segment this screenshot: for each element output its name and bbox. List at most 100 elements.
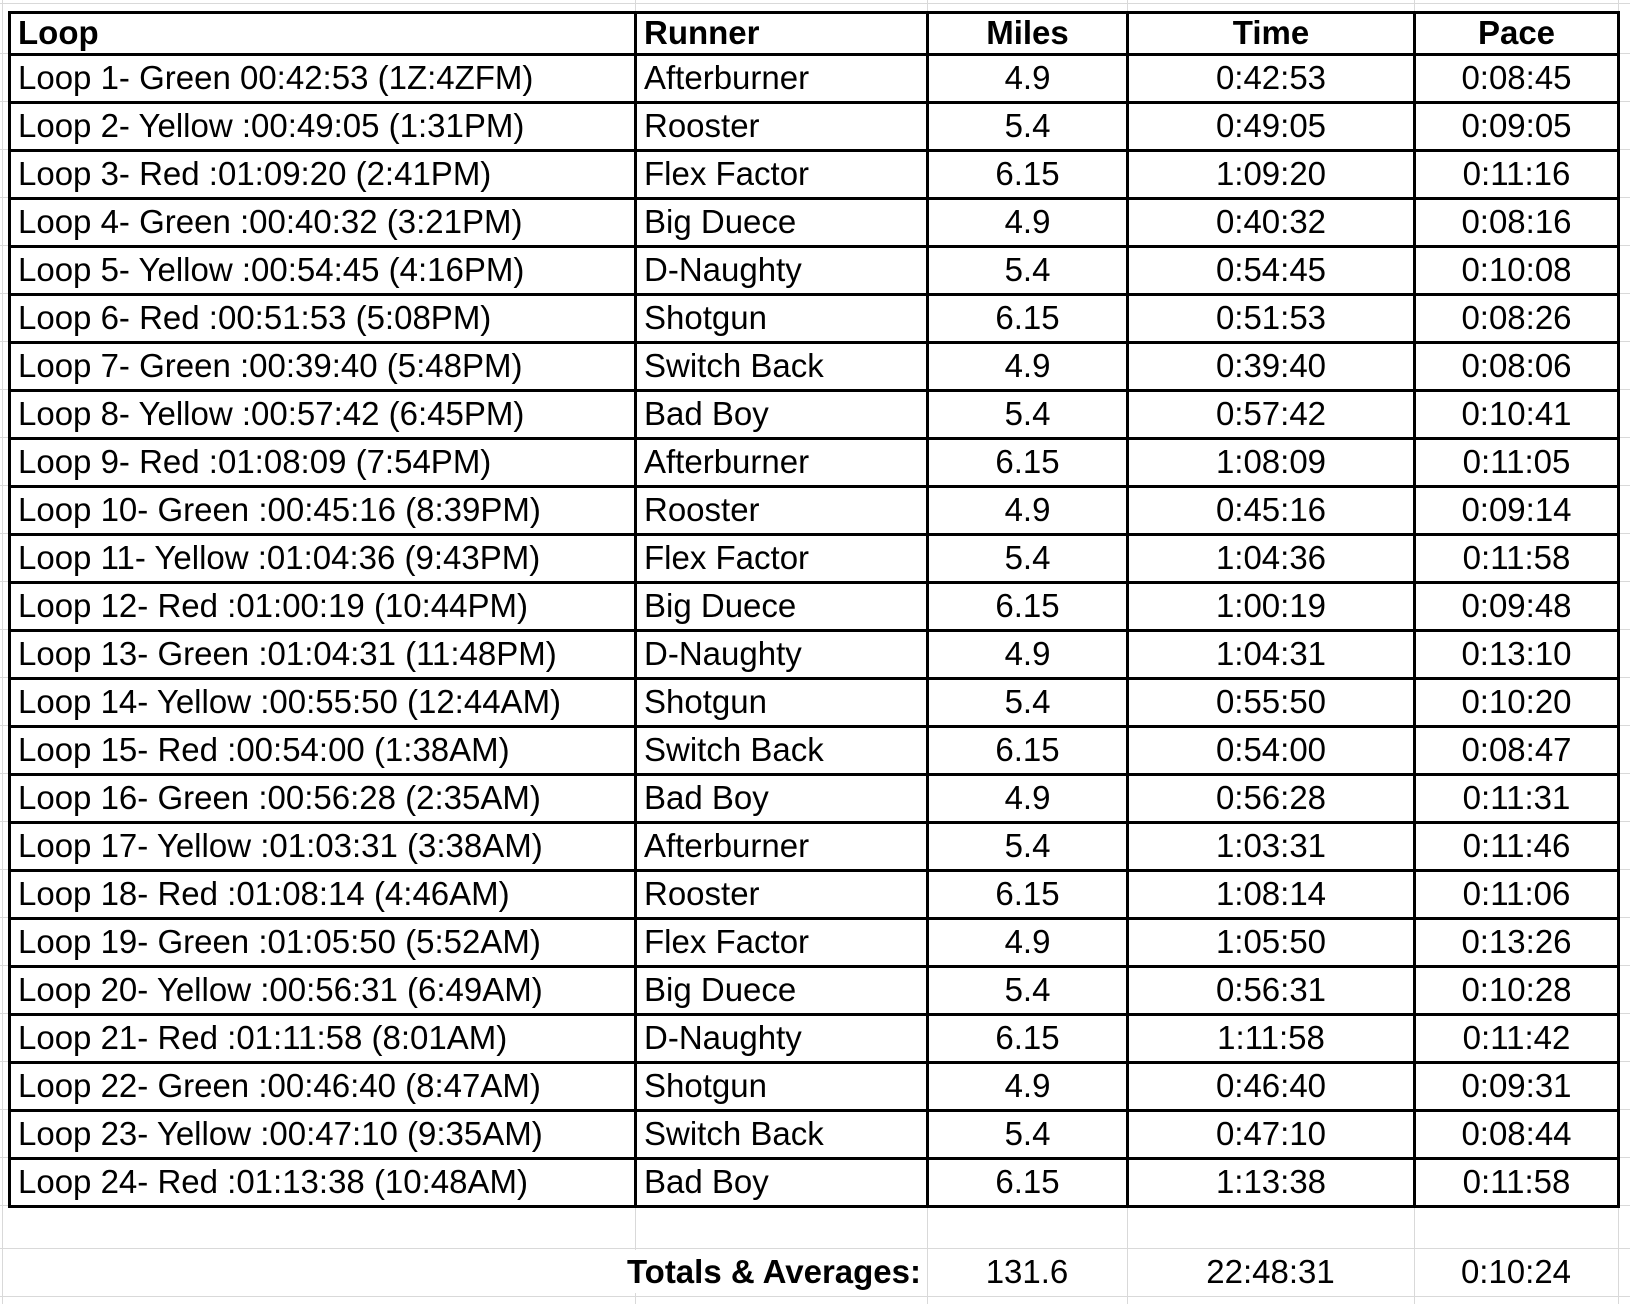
- pace-cell[interactable]: 0:11:46: [1413, 821, 1620, 872]
- miles-cell[interactable]: 6.15: [926, 581, 1129, 632]
- pace-cell[interactable]: 0:10:41: [1413, 389, 1620, 440]
- runner-cell[interactable]: Switch Back: [634, 341, 929, 392]
- time-cell[interactable]: 0:42:53: [1126, 53, 1416, 104]
- runner-cell[interactable]: Shotgun: [634, 293, 929, 344]
- runner-cell[interactable]: Shotgun: [634, 677, 929, 728]
- column-header-runner[interactable]: Runner: [634, 11, 929, 56]
- pace-cell[interactable]: 0:08:44: [1413, 1109, 1620, 1160]
- loop-cell[interactable]: Loop 9- Red :01:08:09 (7:54PM): [8, 437, 637, 488]
- miles-cell[interactable]: 5.4: [926, 533, 1129, 584]
- time-cell[interactable]: 1:00:19: [1126, 581, 1416, 632]
- runner-cell[interactable]: Rooster: [634, 485, 929, 536]
- miles-cell[interactable]: 6.15: [926, 437, 1129, 488]
- pace-cell[interactable]: 0:08:45: [1413, 53, 1620, 104]
- miles-cell[interactable]: 4.9: [926, 53, 1129, 104]
- time-cell[interactable]: 1:05:50: [1126, 917, 1416, 968]
- runner-cell[interactable]: D-Naughty: [634, 245, 929, 296]
- runner-cell[interactable]: Big Duece: [634, 581, 929, 632]
- loop-cell[interactable]: Loop 3- Red :01:09:20 (2:41PM): [8, 149, 637, 200]
- miles-cell[interactable]: 6.15: [926, 869, 1129, 920]
- pace-cell[interactable]: 0:11:16: [1413, 149, 1620, 200]
- pace-cell[interactable]: 0:09:14: [1413, 485, 1620, 536]
- loop-cell[interactable]: Loop 15- Red :00:54:00 (1:38AM): [8, 725, 637, 776]
- time-cell[interactable]: 0:46:40: [1126, 1061, 1416, 1112]
- miles-cell[interactable]: 5.4: [926, 965, 1129, 1016]
- loop-cell[interactable]: Loop 21- Red :01:11:58 (8:01AM): [8, 1013, 637, 1064]
- miles-cell[interactable]: 6.15: [926, 1013, 1129, 1064]
- miles-cell[interactable]: 4.9: [926, 773, 1129, 824]
- miles-cell[interactable]: 6.15: [926, 1157, 1129, 1208]
- pace-cell[interactable]: 0:08:06: [1413, 341, 1620, 392]
- runner-cell[interactable]: Switch Back: [634, 1109, 929, 1160]
- time-cell[interactable]: 1:11:58: [1126, 1013, 1416, 1064]
- runner-cell[interactable]: Shotgun: [634, 1061, 929, 1112]
- loop-cell[interactable]: Loop 13- Green :01:04:31 (11:48PM): [8, 629, 637, 680]
- pace-cell[interactable]: 0:13:10: [1413, 629, 1620, 680]
- time-cell[interactable]: 0:49:05: [1126, 101, 1416, 152]
- time-cell[interactable]: 0:39:40: [1126, 341, 1416, 392]
- loop-cell[interactable]: Loop 4- Green :00:40:32 (3:21PM): [8, 197, 637, 248]
- miles-cell[interactable]: 4.9: [926, 917, 1129, 968]
- pace-cell[interactable]: 0:08:47: [1413, 725, 1620, 776]
- time-cell[interactable]: 0:57:42: [1126, 389, 1416, 440]
- pace-cell[interactable]: 0:11:58: [1413, 533, 1620, 584]
- runner-cell[interactable]: Afterburner: [634, 437, 929, 488]
- loop-cell[interactable]: Loop 14- Yellow :00:55:50 (12:44AM): [8, 677, 637, 728]
- miles-cell[interactable]: 5.4: [926, 389, 1129, 440]
- time-cell[interactable]: 1:09:20: [1126, 149, 1416, 200]
- miles-cell[interactable]: 4.9: [926, 1061, 1129, 1112]
- time-cell[interactable]: 0:51:53: [1126, 293, 1416, 344]
- runner-cell[interactable]: Flex Factor: [634, 917, 929, 968]
- totals-pace-cell[interactable]: 0:10:24: [1460, 1253, 1572, 1290]
- runner-cell[interactable]: Big Duece: [634, 965, 929, 1016]
- pace-cell[interactable]: 0:11:06: [1413, 869, 1620, 920]
- miles-cell[interactable]: 5.4: [926, 821, 1129, 872]
- miles-cell[interactable]: 6.15: [926, 149, 1129, 200]
- runner-cell[interactable]: Bad Boy: [634, 389, 929, 440]
- runner-cell[interactable]: Rooster: [634, 101, 929, 152]
- pace-cell[interactable]: 0:11:42: [1413, 1013, 1620, 1064]
- pace-cell[interactable]: 0:10:28: [1413, 965, 1620, 1016]
- runner-cell[interactable]: Bad Boy: [634, 773, 929, 824]
- loop-cell[interactable]: Loop 11- Yellow :01:04:36 (9:43PM): [8, 533, 637, 584]
- time-cell[interactable]: 0:56:28: [1126, 773, 1416, 824]
- pace-cell[interactable]: 0:11:58: [1413, 1157, 1620, 1208]
- column-header-pace[interactable]: Pace: [1413, 11, 1620, 56]
- runner-cell[interactable]: Flex Factor: [634, 533, 929, 584]
- pace-cell[interactable]: 0:09:48: [1413, 581, 1620, 632]
- runner-cell[interactable]: Flex Factor: [634, 149, 929, 200]
- miles-cell[interactable]: 4.9: [926, 485, 1129, 536]
- loop-cell[interactable]: Loop 6- Red :00:51:53 (5:08PM): [8, 293, 637, 344]
- pace-cell[interactable]: 0:10:08: [1413, 245, 1620, 296]
- loop-cell[interactable]: Loop 18- Red :01:08:14 (4:46AM): [8, 869, 637, 920]
- time-cell[interactable]: 1:04:36: [1126, 533, 1416, 584]
- miles-cell[interactable]: 6.15: [926, 725, 1129, 776]
- totals-label-cell[interactable]: Totals & Averages:: [9, 1250, 927, 1293]
- time-cell[interactable]: 0:40:32: [1126, 197, 1416, 248]
- loop-cell[interactable]: Loop 7- Green :00:39:40 (5:48PM): [8, 341, 637, 392]
- runner-cell[interactable]: Switch Back: [634, 725, 929, 776]
- time-cell[interactable]: 1:08:14: [1126, 869, 1416, 920]
- time-cell[interactable]: 1:04:31: [1126, 629, 1416, 680]
- loop-cell[interactable]: Loop 5- Yellow :00:54:45 (4:16PM): [8, 245, 637, 296]
- time-cell[interactable]: 0:54:45: [1126, 245, 1416, 296]
- loop-cell[interactable]: Loop 20- Yellow :00:56:31 (6:49AM): [8, 965, 637, 1016]
- time-cell[interactable]: 1:13:38: [1126, 1157, 1416, 1208]
- miles-cell[interactable]: 4.9: [926, 629, 1129, 680]
- pace-cell[interactable]: 0:08:26: [1413, 293, 1620, 344]
- time-cell[interactable]: 1:03:31: [1126, 821, 1416, 872]
- miles-cell[interactable]: 5.4: [926, 1109, 1129, 1160]
- pace-cell[interactable]: 0:10:20: [1413, 677, 1620, 728]
- loop-cell[interactable]: Loop 1- Green 00:42:53 (1Z:4ZFM): [8, 53, 637, 104]
- time-cell[interactable]: 0:45:16: [1126, 485, 1416, 536]
- miles-cell[interactable]: 4.9: [926, 341, 1129, 392]
- loop-cell[interactable]: Loop 24- Red :01:13:38 (10:48AM): [8, 1157, 637, 1208]
- totals-miles-cell[interactable]: 131.6: [985, 1253, 1069, 1290]
- loop-cell[interactable]: Loop 23- Yellow :00:47:10 (9:35AM): [8, 1109, 637, 1160]
- column-header-miles[interactable]: Miles: [926, 11, 1129, 56]
- column-header-loop[interactable]: Loop: [8, 11, 637, 56]
- loop-cell[interactable]: Loop 2- Yellow :00:49:05 (1:31PM): [8, 101, 637, 152]
- column-header-time[interactable]: Time: [1126, 11, 1416, 56]
- loop-cell[interactable]: Loop 22- Green :00:46:40 (8:47AM): [8, 1061, 637, 1112]
- time-cell[interactable]: 0:54:00: [1126, 725, 1416, 776]
